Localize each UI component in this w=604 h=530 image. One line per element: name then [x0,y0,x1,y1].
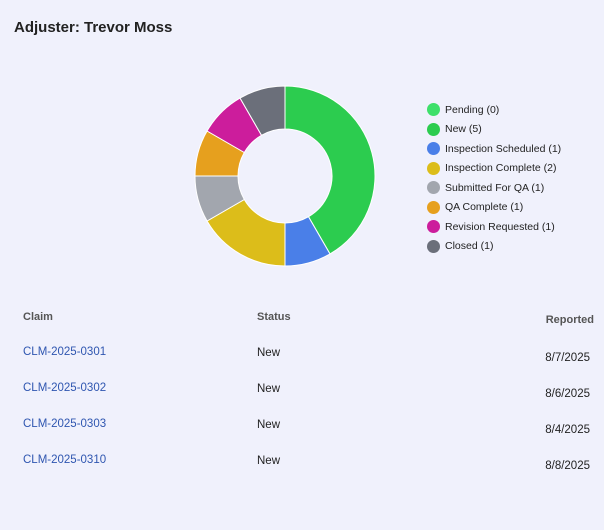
claim-link[interactable]: CLM-2025-0302 [23,382,107,394]
chart-legend: Pending (0) New (5) Inspection Scheduled… [427,100,561,256]
claim-link[interactable]: CLM-2025-0310 [23,454,107,466]
claim-reported-date: 8/6/2025 [545,388,590,400]
table-row: CLM-2025-0302 New 8/6/2025 [0,382,604,418]
legend-swatch [427,142,440,156]
legend-label: Inspection Scheduled (1) [445,142,562,155]
table-row: CLM-2025-0301 New 8/7/2025 [0,346,604,382]
legend-item[interactable]: Closed (1) [427,237,561,257]
legend-item[interactable]: New (5) [427,120,561,140]
legend-item[interactable]: Revision Requested (1) [427,217,561,237]
column-header-claim[interactable]: Claim [23,311,53,323]
legend-label: Revision Requested (1) [445,220,555,233]
legend-label: New (5) [445,123,482,136]
claim-status: New [257,383,281,395]
donut-slice-closed[interactable] [239,85,286,136]
claim-status: New [257,455,281,467]
claim-status: New [257,419,281,431]
claim-status: New [257,347,281,359]
legend-item[interactable]: Inspection Complete (2) [427,159,561,179]
donut-slice-new[interactable] [284,85,376,255]
legend-label: Inspection Complete (2) [445,162,557,175]
legend-item[interactable]: Pending (0) [427,100,561,120]
status-donut-chart [193,84,377,268]
claim-reported-date: 8/8/2025 [545,460,590,472]
claim-link[interactable]: CLM-2025-0301 [23,346,107,358]
legend-swatch [427,239,440,253]
claim-reported-date: 8/4/2025 [545,424,590,436]
column-header-reported[interactable]: Reported [545,314,594,326]
column-header-status[interactable]: Status [257,311,291,323]
table-row: CLM-2025-0303 New 8/4/2025 [0,418,604,454]
legend-item[interactable]: Inspection Scheduled (1) [427,139,561,159]
legend-swatch [427,103,440,117]
donut-svg [194,85,376,267]
legend-swatch [427,122,440,136]
legend-item[interactable]: Submitted For QA (1) [427,178,561,198]
claim-link[interactable]: CLM-2025-0303 [23,418,107,430]
legend-label: QA Complete (1) [445,201,524,214]
legend-label: Submitted For QA (1) [445,181,545,194]
legend-item[interactable]: QA Complete (1) [427,198,561,218]
legend-swatch [427,161,440,175]
table-row: CLM-2025-0310 New 8/8/2025 [0,454,604,490]
legend-swatch [427,200,440,214]
legend-swatch [427,181,440,195]
legend-label: Closed (1) [445,240,494,253]
page-title: Adjuster: Trevor Moss [14,19,173,36]
legend-swatch [427,220,440,234]
claim-reported-date: 8/7/2025 [545,352,590,364]
legend-label: Pending (0) [445,103,500,116]
